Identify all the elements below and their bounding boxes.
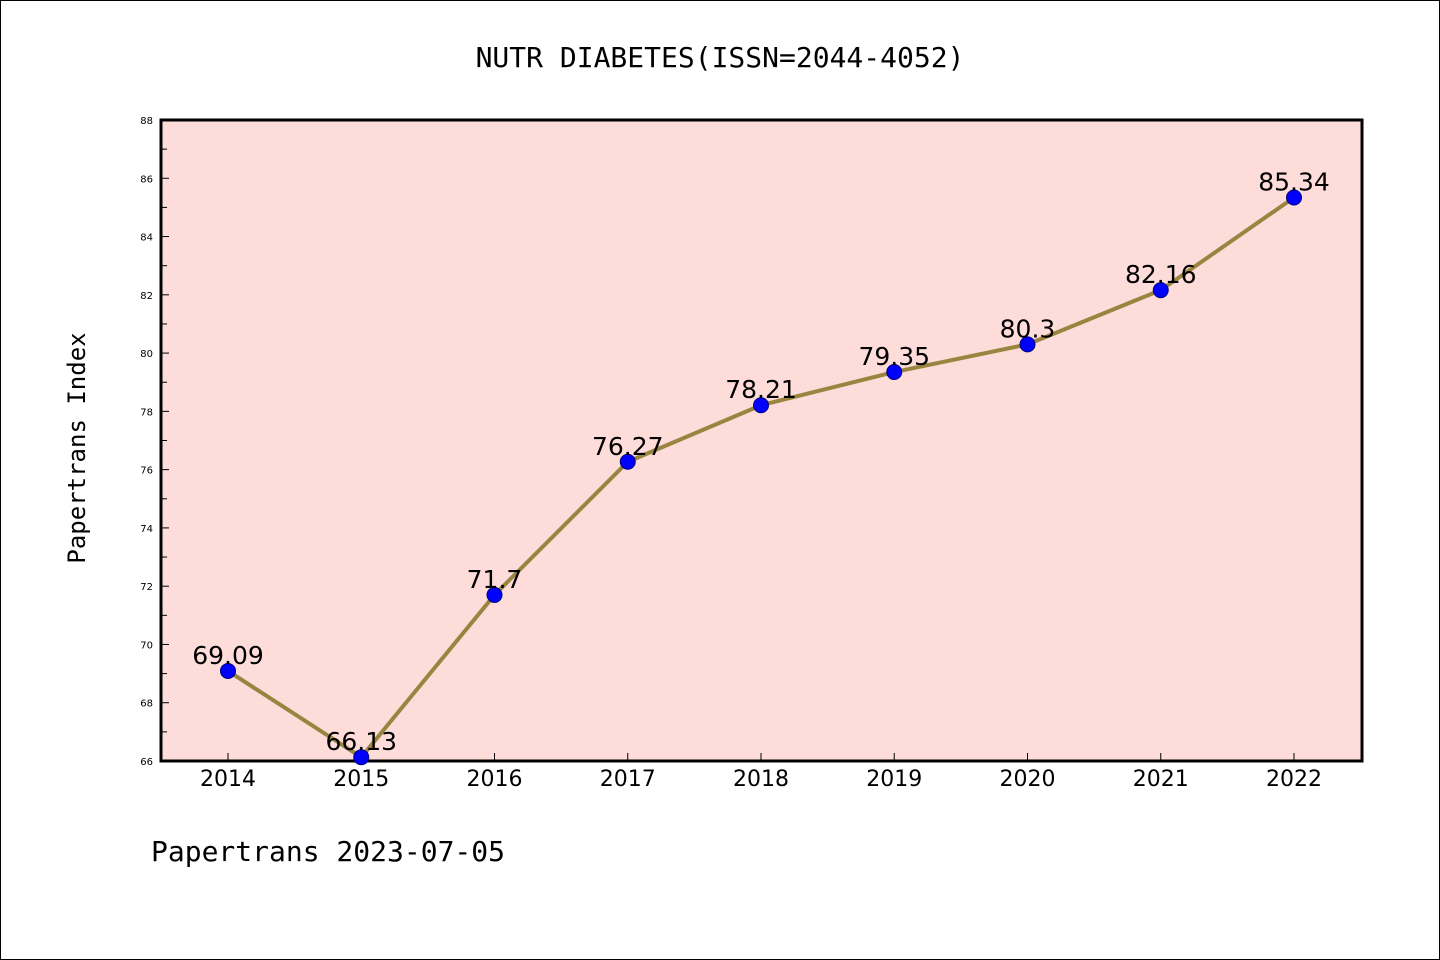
y-tick-label: 66 — [140, 757, 153, 768]
data-label: 76.27 — [592, 432, 664, 461]
y-tick-label: 68 — [140, 699, 153, 710]
x-tick-label: 2020 — [1000, 767, 1056, 792]
data-point — [353, 749, 370, 766]
data-label: 78.21 — [725, 375, 797, 404]
y-tick-label: 80 — [140, 349, 153, 360]
y-tick-label: 76 — [140, 466, 153, 477]
plot-area — [159, 118, 1364, 763]
data-labels: 69.09 66.13 71.7 76.27 78.21 79.35 80.3 82.16 85… — [192, 168, 1330, 757]
y-tick-label: 82 — [140, 291, 153, 302]
y-tick-label: 72 — [140, 582, 153, 593]
x-tick-label: 2019 — [866, 767, 922, 792]
y-axis: 66 68 70 72 74 76 78 80 82 84 86 88 — [140, 116, 169, 768]
data-point — [1019, 336, 1036, 353]
data-label: 82.16 — [1125, 260, 1197, 289]
data-label: 66.13 — [325, 727, 397, 756]
data-point — [753, 397, 769, 414]
x-tick-label: 2021 — [1133, 767, 1189, 792]
data-point — [1286, 189, 1302, 206]
data-point — [486, 586, 503, 603]
data-label: 80.3 — [1000, 314, 1056, 343]
x-tick-label: 2015 — [333, 767, 389, 792]
x-tick-label: 2016 — [467, 767, 523, 792]
x-tick-label: 2017 — [600, 767, 656, 792]
y-axis-label: Papertrans Index — [63, 332, 91, 563]
y-tick-label: 84 — [140, 233, 153, 244]
data-label: 85.34 — [1258, 168, 1330, 197]
data-point — [886, 364, 903, 381]
y-tick-label: 70 — [140, 640, 153, 651]
y-tick-label: 86 — [140, 174, 153, 185]
data-label: 71.7 — [467, 565, 523, 594]
y-tick-label: 74 — [140, 524, 153, 535]
footer-text: Papertrans 2023-07-05 — [151, 835, 506, 868]
data-point — [1152, 282, 1169, 299]
x-tick-label: 2022 — [1266, 767, 1322, 792]
data-points — [220, 189, 1302, 766]
chart-title: NUTR DIABETES(ISSN=2044-4052) — [476, 41, 965, 74]
x-tick-label: 2014 — [200, 767, 256, 792]
data-point — [220, 662, 236, 679]
x-axis: 2014 2015 2016 2017 2018 2019 2020 2021 2022 — [200, 753, 1322, 792]
data-point — [619, 453, 636, 470]
y-tick-label: 78 — [140, 407, 153, 418]
y-tick-label: 88 — [140, 116, 153, 127]
data-label: 79.35 — [858, 342, 930, 371]
x-tick-label: 2018 — [733, 767, 789, 792]
data-label: 69.09 — [192, 641, 264, 670]
